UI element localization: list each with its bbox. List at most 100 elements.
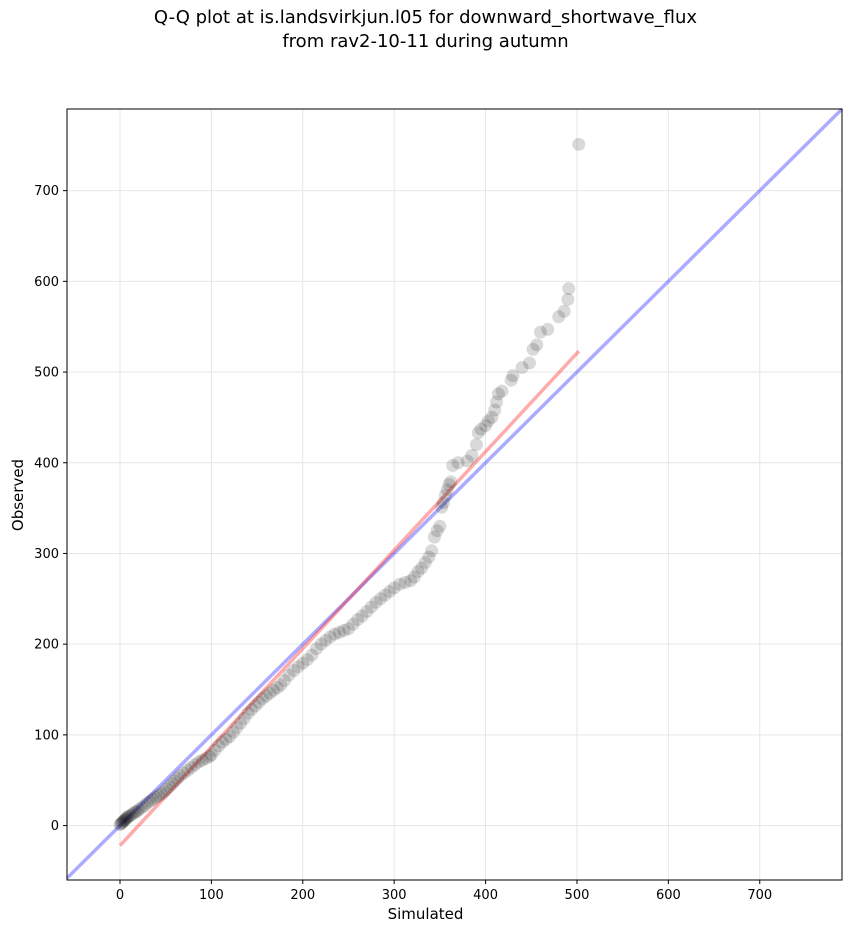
- reference-lines: [65, 107, 844, 880]
- data-point: [168, 774, 182, 788]
- data-point: [319, 634, 333, 648]
- data-point: [346, 617, 360, 631]
- data-point: [121, 810, 135, 824]
- data-point: [234, 716, 248, 730]
- data-point: [355, 609, 369, 623]
- data-point: [160, 782, 174, 796]
- data-point: [267, 683, 281, 697]
- data-point: [415, 561, 429, 575]
- data-point: [245, 702, 259, 716]
- data-point: [204, 748, 218, 762]
- data-point: [241, 706, 255, 720]
- data-point: [248, 699, 262, 713]
- data-point: [199, 751, 213, 765]
- data-point: [184, 761, 198, 775]
- x-tick-label: 100: [199, 888, 224, 903]
- data-point: [149, 790, 163, 804]
- x-tick-label: 500: [565, 888, 590, 903]
- data-point: [446, 458, 460, 472]
- data-point: [282, 668, 296, 682]
- data-point: [495, 384, 509, 398]
- data-point: [278, 673, 292, 687]
- y-tick-label: 600: [34, 275, 59, 290]
- data-point: [369, 595, 383, 609]
- data-point: [274, 678, 288, 692]
- y-tick-label: 200: [34, 638, 59, 653]
- data-point: [440, 483, 454, 497]
- data-point: [296, 656, 310, 670]
- x-axis-ticks: 0 100 200 300 400 500 600 700: [116, 880, 772, 903]
- data-point: [337, 624, 351, 638]
- data-point: [418, 556, 432, 570]
- data-point: [123, 809, 137, 823]
- grid-lines: [67, 109, 842, 880]
- data-point: [127, 806, 141, 820]
- data-point: [465, 448, 479, 462]
- chart-title-line-2: from rav2-10-11 during autumn: [282, 31, 569, 52]
- data-point: [387, 581, 401, 595]
- data-point: [490, 395, 504, 409]
- data-point: [113, 818, 127, 832]
- data-point: [215, 735, 229, 749]
- data-point: [393, 577, 407, 591]
- data-point: [125, 808, 139, 822]
- one-to-one-line: [65, 107, 844, 880]
- data-point: [135, 800, 149, 814]
- data-point: [173, 769, 187, 783]
- data-point: [438, 488, 452, 502]
- data-point: [373, 592, 387, 606]
- data-point: [165, 777, 179, 791]
- data-point: [118, 813, 132, 827]
- data-point: [223, 730, 237, 744]
- data-point: [398, 575, 412, 589]
- data-point: [212, 739, 226, 753]
- data-point: [533, 325, 547, 339]
- x-tick-label: 200: [290, 888, 315, 903]
- data-point: [237, 712, 251, 726]
- axes-frame: [66, 108, 843, 881]
- data-point: [422, 550, 436, 564]
- data-point: [383, 585, 397, 599]
- data-point: [143, 794, 157, 808]
- y-tick-label: 0: [51, 819, 59, 834]
- data-point: [526, 342, 540, 356]
- data-point: [425, 544, 439, 558]
- data-point: [427, 530, 441, 544]
- data-point: [491, 387, 505, 401]
- data-point: [481, 414, 495, 428]
- data-point: [360, 605, 374, 619]
- data-point: [460, 454, 474, 468]
- data-point: [444, 475, 458, 489]
- chart-title-line-1: Q-Q plot at is.landsvirkjun.l05 for down…: [153, 7, 698, 28]
- data-point: [541, 322, 555, 336]
- data-point: [305, 648, 319, 662]
- y-tick-label: 400: [34, 456, 59, 471]
- data-point: [309, 642, 323, 656]
- y-tick-label: 500: [34, 366, 59, 381]
- data-point: [341, 622, 355, 636]
- y-axis-ticks: 0 100 200 300 400 500 600 700: [34, 184, 67, 834]
- data-point: [177, 766, 191, 780]
- data-point: [146, 792, 160, 806]
- data-point: [314, 637, 328, 651]
- data-point: [117, 814, 131, 828]
- data-point: [332, 625, 346, 639]
- data-point: [188, 758, 202, 772]
- data-point: [469, 438, 483, 452]
- data-point: [522, 356, 536, 370]
- data-point: [328, 627, 342, 641]
- data-point: [562, 282, 576, 296]
- data-point: [140, 796, 154, 810]
- data-point: [115, 816, 129, 830]
- data-point: [471, 426, 485, 440]
- data-point: [433, 519, 447, 533]
- x-tick-label: 400: [473, 888, 498, 903]
- data-point: [351, 613, 365, 627]
- data-point: [515, 361, 529, 375]
- data-point: [411, 565, 425, 579]
- data-point: [256, 692, 270, 706]
- data-point: [552, 310, 566, 324]
- data-point: [116, 815, 130, 829]
- data-point: [195, 753, 209, 767]
